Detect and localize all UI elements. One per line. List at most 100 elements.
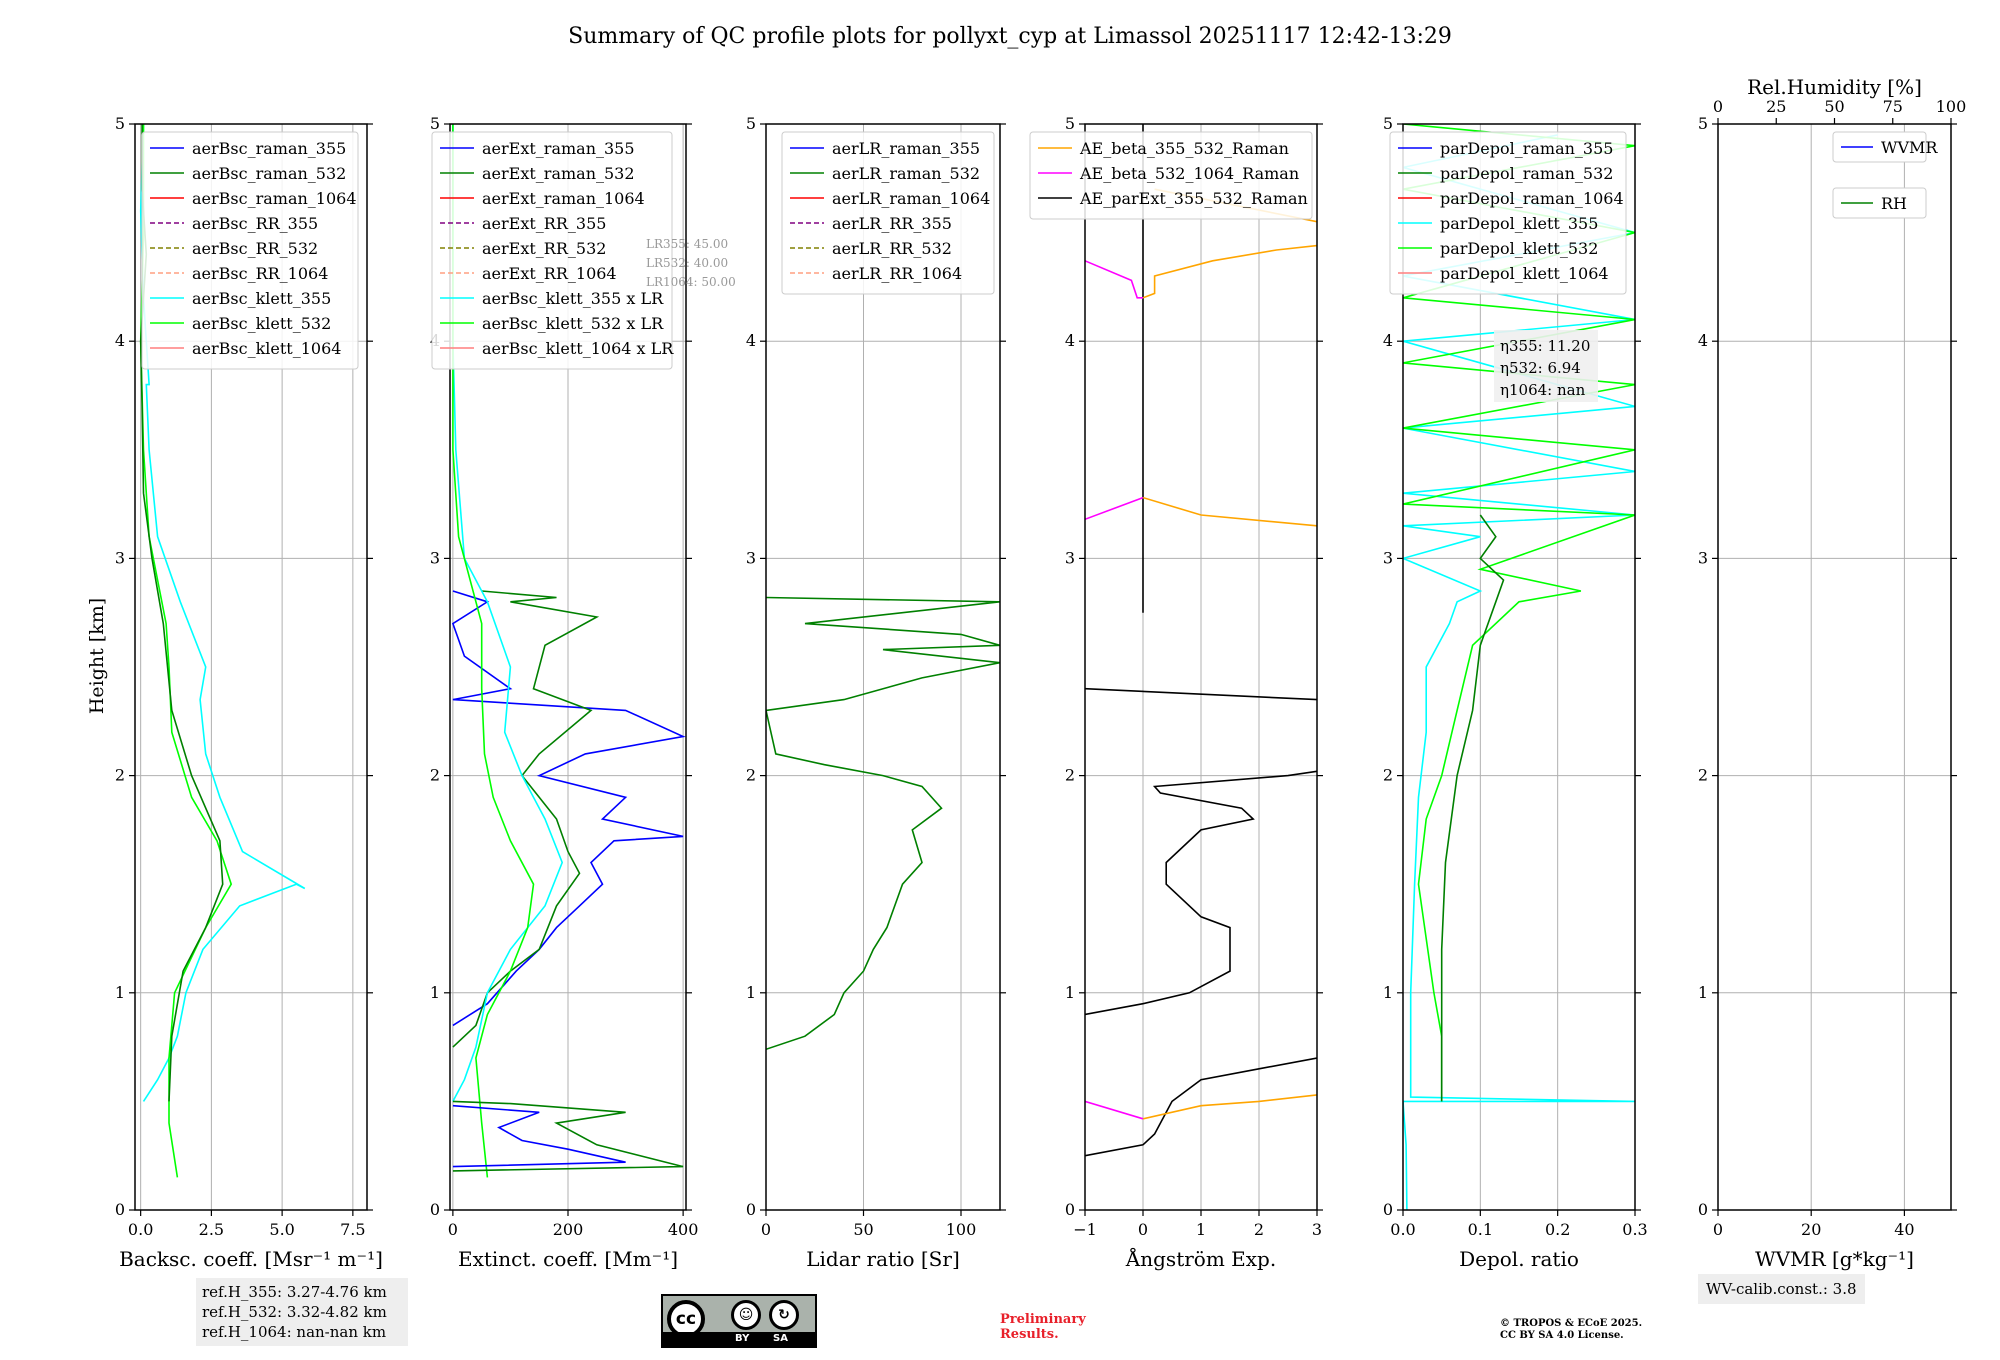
- lr-label: LR1064: 50.00: [646, 275, 736, 289]
- figure-title: Summary of QC profile plots for pollyxt_…: [568, 24, 1452, 49]
- x-tick-label: 0.0: [128, 1220, 153, 1239]
- legend-box: [141, 131, 359, 370]
- y-tick-label: 5: [430, 114, 440, 133]
- axes-frame: [765, 123, 1001, 1211]
- legend-label: AE_beta_532_1064_Raman: [1079, 164, 1299, 183]
- axes-frame: [1402, 123, 1636, 1211]
- legend: WVMR RH: [1832, 131, 1938, 219]
- legend-label: parDepol_klett_355: [1440, 214, 1598, 233]
- legend-label: parDepol_klett_532: [1440, 239, 1598, 258]
- legend-label: aerExt_raman_532: [482, 164, 635, 183]
- eta-label: η532: 6.94: [1500, 359, 1581, 377]
- y-tick-label: 2: [1065, 766, 1075, 785]
- eta-box: [1494, 330, 1598, 402]
- y-tick-label: 2: [115, 766, 125, 785]
- y-tick-label: 5: [115, 114, 125, 133]
- legend: aerLR_raman_355 aerLR_raman_532 aerLR_rama…: [781, 131, 995, 295]
- license-sa-label: SA: [773, 1333, 788, 1344]
- x-tick-label: 200: [553, 1220, 584, 1239]
- legend-label: aerLR_raman_355: [832, 139, 980, 158]
- legend-label: AE_beta_355_532_Raman: [1079, 139, 1289, 158]
- legend-box: [1832, 187, 1927, 219]
- series-parDepol_raman_532: [1440, 514, 1505, 1102]
- x-axis-label: WVMR [g*kg⁻¹]: [1755, 1247, 1914, 1271]
- legend-label: aerBsc_klett_1064: [192, 339, 341, 358]
- reference-height-box: ref.H_355: 3.27-4.76 km ref.H_532: 3.32-…: [196, 1278, 408, 1346]
- series-AE_beta_532_1064_Raman: [1085, 1100, 1144, 1120]
- legend-label: aerBsc_klett_532 x LR: [482, 314, 664, 333]
- legend-label: RH: [1881, 194, 1907, 213]
- legend-label: aerExt_raman_355: [482, 139, 635, 158]
- y-tick-label: 1: [746, 983, 756, 1002]
- y-tick-label: 0: [115, 1200, 125, 1219]
- legend-label: aerLR_RR_532: [832, 239, 952, 258]
- legend-box: [1029, 131, 1313, 220]
- legend-label: parDepol_klett_1064: [1440, 264, 1609, 283]
- x-tick-label: 0: [1713, 1220, 1723, 1239]
- y-tick-label: 1: [115, 983, 125, 1002]
- legend-box: [1832, 131, 1927, 163]
- preliminary-line-2: Results.: [1000, 1327, 1059, 1342]
- panel-lr: 0 50 100 0 1 2 3 4 5 Lidar ratio [Sr] aerLR_raman_…: [746, 114, 1006, 1271]
- series-AE_beta_532_1064_upper: [1085, 496, 1144, 521]
- y-tick-label: 0: [1698, 1200, 1708, 1219]
- panel-ext: 0200400012345Extinct. coeff. [Mm⁻¹]aerEx…: [430, 114, 736, 1271]
- y-tick-label: 0: [1065, 1200, 1075, 1219]
- series-AE_parExt_355_532_Raman: [1085, 770, 1317, 1016]
- x-tick-label: 2: [1254, 1220, 1264, 1239]
- legend-label: aerExt_raman_1064: [482, 189, 645, 208]
- y-tick-label: 2: [430, 766, 440, 785]
- x-tick-label: 20: [1801, 1220, 1821, 1239]
- copyright-note: © TROPOS & ECoE 2025. CC BY SA 4.0 Licen…: [1500, 1318, 1642, 1342]
- y-tick-label: 3: [746, 548, 756, 567]
- y-tick-label: 2: [746, 766, 756, 785]
- y-tick-label: 2: [1698, 766, 1708, 785]
- top-x-tick-label: 100: [1936, 97, 1967, 116]
- y-tick-label: 4: [746, 331, 756, 350]
- y-tick-label: 0: [1383, 1200, 1393, 1219]
- series-aerLR_raman_532: [766, 596, 1000, 1051]
- x-axis-label: Lidar ratio [Sr]: [806, 1247, 960, 1271]
- y-tick-label: 5: [1065, 114, 1075, 133]
- top-x-tick-label: 0: [1713, 97, 1723, 116]
- x-tick-label: 0.1: [1468, 1220, 1493, 1239]
- series-group: [451, 124, 686, 1178]
- ref-height-355: ref.H_355: 3.27-4.76 km: [202, 1283, 387, 1301]
- x-tick-label: −1: [1073, 1220, 1097, 1239]
- series-aerBsc_klett_355: [139, 124, 306, 1102]
- x-tick-label: 7.5: [340, 1220, 365, 1239]
- axes-frame: [134, 123, 368, 1211]
- series-AE_beta_532_1064_top: [1085, 260, 1143, 299]
- y-tick-label: 3: [1065, 548, 1075, 567]
- series-group: [766, 596, 1000, 1051]
- series-AE_beta_355_532_top: [1142, 244, 1317, 299]
- axes-frame: [1717, 123, 1952, 1211]
- x-tick-label: 1: [1196, 1220, 1206, 1239]
- copyright-line-1: © TROPOS & ECoE 2025.: [1500, 1318, 1643, 1329]
- legend: AE_beta_355_532_Raman AE_beta_532_1064_Ra…: [1029, 131, 1313, 220]
- y-tick-label: 1: [430, 983, 440, 1002]
- lr-label: LR532: 40.00: [646, 256, 728, 270]
- series-AE_beta_355_532_Raman: [1142, 1094, 1317, 1120]
- y-tick-label: 4: [1383, 331, 1393, 350]
- ref-height-532: ref.H_532: 3.32-4.82 km: [202, 1303, 387, 1321]
- x-tick-label: 0: [1138, 1220, 1148, 1239]
- preliminary-line-1: Preliminary: [1000, 1312, 1086, 1327]
- copyright-line-2: CC BY SA 4.0 License.: [1500, 1330, 1624, 1341]
- series-aerExt_raman_532_low: [452, 1100, 684, 1172]
- x-tick-label: 3: [1312, 1220, 1322, 1239]
- y-tick-label: 1: [1698, 983, 1708, 1002]
- x-tick-label: 0: [761, 1220, 771, 1239]
- panel-depol: 0.0 0.1 0.2 0.3 0 1 2 3 4 5 Depol. ratio parDepol_r…: [1383, 114, 1648, 1271]
- y-tick-label: 3: [1383, 548, 1393, 567]
- legend-label: aerBsc_RR_532: [192, 239, 318, 258]
- legend: aerExt_raman_355 aerExt_raman_532 aerExt_r…: [431, 131, 674, 370]
- legend-label: aerExt_RR_355: [482, 214, 606, 233]
- legend-label: aerBsc_klett_532: [192, 314, 331, 333]
- legend-label: aerBsc_RR_355: [192, 214, 318, 233]
- x-axis-label: Extinct. coeff. [Mm⁻¹]: [458, 1247, 678, 1271]
- legend: aerBsc_raman_355 aerBsc_raman_532 aerBsc_r…: [141, 131, 359, 370]
- y-tick-label: 5: [746, 114, 756, 133]
